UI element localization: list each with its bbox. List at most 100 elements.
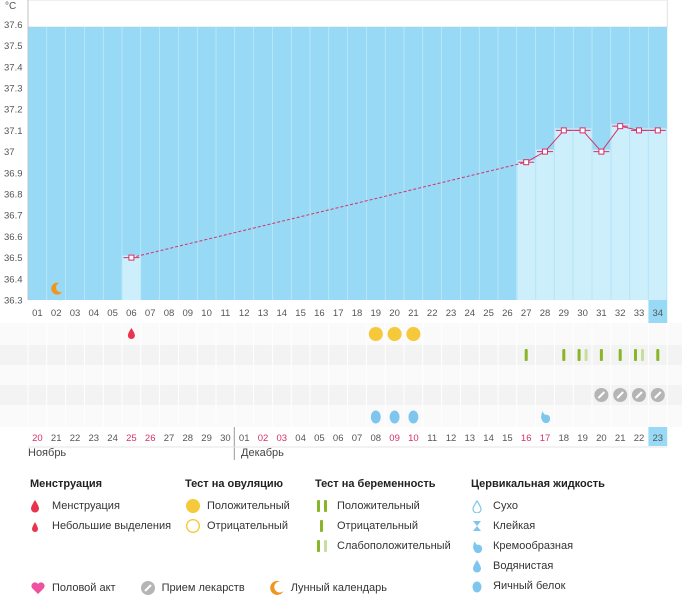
cycle-day-label: 30	[577, 308, 588, 319]
cycle-day-label: 06	[126, 308, 137, 319]
pregnancy-test-positive-icon	[656, 349, 660, 361]
legend-item-medication: Прием лекарств	[140, 578, 245, 598]
pill-icon-mark	[616, 391, 624, 399]
calendar-date-label: 21	[51, 433, 62, 444]
y-tick-label: 36.3	[4, 296, 23, 307]
small-blood-drop-icon	[30, 519, 52, 533]
temp-line-dashed-segment	[131, 161, 527, 259]
temp-point-day-34	[654, 127, 661, 134]
cycle-day-label: 28	[540, 308, 551, 319]
y-tick-label: 36.9	[4, 168, 23, 179]
cycle-day-label: 15	[295, 308, 306, 319]
cycle-day-label: 08	[164, 308, 175, 319]
legend-pregnancy-title: Тест на беременность	[315, 478, 436, 490]
calendar-date-label: 20	[596, 433, 607, 444]
calendar-date-label: 09	[389, 433, 400, 444]
calendar-date-label: 16	[521, 433, 532, 444]
temp-line-segment	[620, 125, 640, 131]
calendar-date-label: 01	[239, 433, 250, 444]
temp-bar-day-27	[517, 160, 536, 300]
dry-drop-icon	[471, 499, 493, 513]
marker-row	[0, 323, 682, 345]
legend-item-pregnancy-negative: Отрицательный	[315, 516, 451, 536]
legend-item-creamy: Кремообразная	[471, 536, 605, 556]
y-tick-label: 37.6	[4, 20, 23, 31]
sticky-hourglass-icon	[471, 519, 493, 533]
ovulation-positive-icon	[368, 327, 383, 341]
pill-icon	[140, 580, 162, 596]
cycle-day-label: 27	[521, 308, 532, 319]
cycle-day-label: 29	[559, 308, 570, 319]
y-tick-label: 37.2	[4, 105, 23, 116]
cycle-day-label: 25	[483, 308, 494, 319]
legend-item-eggwhite: Яичный белок	[471, 576, 605, 596]
cycle-day-label: 10	[201, 308, 212, 319]
pregnancy-test-positive-icon	[618, 349, 622, 361]
cycle-day-row	[28, 300, 668, 323]
moon-icon	[51, 282, 63, 295]
temp-line-segment	[544, 130, 565, 152]
legend-item-sticky: Клейкая	[471, 516, 605, 536]
ovulation-positive-icon	[387, 327, 402, 341]
legend-item-pregnancy-positive: Положительный	[315, 496, 451, 516]
legend-item-lunar: Лунный календарь	[269, 578, 387, 598]
heart-icon	[30, 581, 52, 595]
temp-bar-day-31	[592, 149, 611, 300]
cycle-day-label: 12	[239, 308, 250, 319]
cycle-day-label: 32	[615, 308, 626, 319]
y-tick-label: 37.4	[4, 62, 23, 73]
temp-point-day-27	[523, 159, 530, 166]
temp-point-day-30	[579, 127, 586, 134]
month-label-december: Декабрь	[241, 447, 284, 459]
temp-bar-day-28	[536, 149, 554, 300]
pregnancy-test-faint-line	[641, 349, 644, 361]
pregnancy-negative-icon	[315, 519, 337, 533]
creamy-drop-icon	[541, 411, 551, 424]
marker-row	[0, 405, 682, 427]
legend-item-intercourse: Половой акт	[30, 578, 116, 598]
pregnancy-test-faint-icon	[577, 349, 581, 361]
calendar-date-label: 22	[70, 433, 81, 444]
temp-line-segment	[582, 130, 602, 152]
temp-point-day-31	[598, 148, 605, 155]
cycle-day-label: 18	[352, 308, 363, 319]
cycle-day-label: 07	[145, 308, 156, 319]
temp-bar-day-32	[611, 124, 630, 300]
calendar-date-label: 29	[201, 433, 212, 444]
current-day-highlight	[648, 300, 668, 323]
legend-menstruation-title: Менструация	[30, 478, 103, 490]
legend-item-dry: Сухо	[471, 496, 605, 516]
cycle-day-label: 09	[183, 308, 194, 319]
legend-ovulation: Тест на овуляцию Положительный Отрицател…	[185, 478, 290, 536]
legend-menstruation: Менструация Менструация Небольшие выделе…	[30, 478, 171, 536]
cycle-day-label: 22	[427, 308, 438, 319]
calendar-date-label: 05	[314, 433, 325, 444]
pregnancy-positive-icon	[315, 499, 337, 513]
calendar-date-label: 12	[446, 433, 457, 444]
legend-item-ovulation-positive: Положительный	[185, 496, 290, 516]
creamy-drop-icon	[471, 539, 493, 553]
ovulation-positive-icon	[406, 327, 421, 341]
temp-point-day-29	[560, 127, 567, 134]
temp-bar-day-33	[630, 128, 648, 300]
eggwhite-drop-icon	[408, 410, 419, 424]
legend-fluid: Цервикальная жидкость Сухо Клейкая Кремо…	[471, 478, 605, 596]
y-tick-label: 36.7	[4, 211, 23, 222]
calendar-date-label: 22	[634, 433, 645, 444]
ovulation-negative-icon	[185, 518, 207, 534]
eggwhite-drop-icon	[471, 579, 493, 593]
blood-drop-icon	[30, 499, 52, 513]
menstruation-drop-icon	[127, 328, 135, 339]
y-tick-label: 36.4	[4, 274, 23, 285]
marker-row	[0, 385, 682, 405]
cycle-day-label: 01	[32, 308, 43, 319]
temp-bar-day-29	[554, 128, 573, 300]
legend-item-pregnancy-faint: Слабоположительный	[315, 536, 451, 556]
cycle-day-label: 21	[408, 308, 419, 319]
temp-bar-day-34	[648, 128, 667, 300]
current-date-highlight	[648, 427, 668, 446]
pregnancy-test-positive-icon	[562, 349, 566, 361]
legend-item-menstruation: Менструация	[30, 496, 171, 516]
pregnancy-test-positive-icon	[599, 349, 603, 361]
pregnancy-test-positive-icon	[524, 349, 528, 361]
